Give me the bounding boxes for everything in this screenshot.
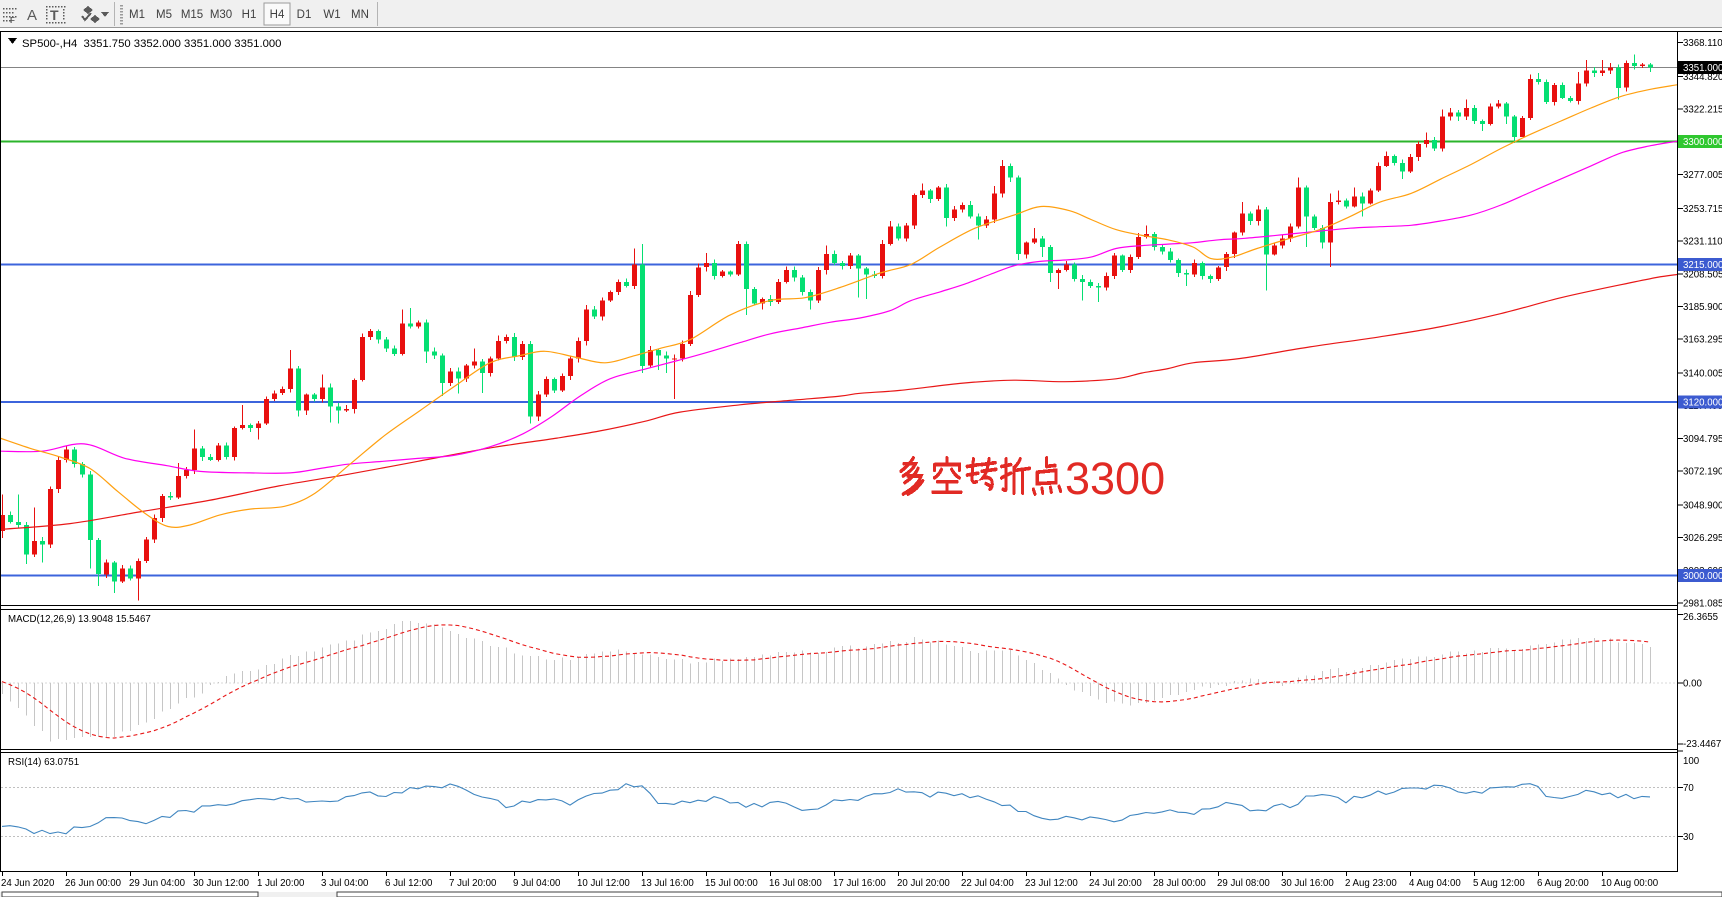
svg-text:3368.110: 3368.110	[1683, 38, 1722, 49]
svg-text:7 Jul 20:00: 7 Jul 20:00	[449, 878, 497, 889]
svg-text:-23.4467: -23.4467	[1683, 739, 1721, 750]
svg-text:RSI(14) 63.0751: RSI(14) 63.0751	[8, 757, 79, 768]
svg-text:3140.005: 3140.005	[1683, 369, 1722, 380]
svg-text:3322.215: 3322.215	[1683, 105, 1722, 116]
svg-text:29 Jun 04:00: 29 Jun 04:00	[129, 878, 186, 889]
svg-text:28 Jul 00:00: 28 Jul 00:00	[1153, 878, 1206, 889]
svg-text:3344.820: 3344.820	[1683, 72, 1722, 83]
svg-text:T: T	[50, 7, 59, 23]
svg-text:MACD(12,26,9) 13.9048 15.5467: MACD(12,26,9) 13.9048 15.5467	[8, 614, 151, 625]
svg-text:2 Aug 23:00: 2 Aug 23:00	[1345, 878, 1397, 889]
svg-text:3185.900: 3185.900	[1683, 302, 1722, 313]
svg-text:3215.000: 3215.000	[1683, 260, 1722, 271]
svg-text:24 Jul 20:00: 24 Jul 20:00	[1089, 878, 1142, 889]
svg-text:3277.005: 3277.005	[1683, 170, 1722, 181]
svg-text:3208.505: 3208.505	[1683, 269, 1722, 280]
svg-text:23 Jul 12:00: 23 Jul 12:00	[1025, 878, 1078, 889]
svg-text:D1: D1	[297, 9, 312, 21]
svg-text:26.3655: 26.3655	[1683, 612, 1718, 623]
svg-text:F: F	[10, 16, 15, 25]
svg-text:26 Jun 00:00: 26 Jun 00:00	[65, 878, 122, 889]
svg-text:3231.110: 3231.110	[1683, 237, 1722, 248]
svg-text:30: 30	[1683, 832, 1694, 843]
svg-text:SP500-,H4 3351.750 3352.000 3: SP500-,H4 3351.750 3352.000 3351.000 335…	[22, 38, 281, 50]
svg-text:3351.000: 3351.000	[1683, 63, 1722, 74]
svg-text:MN: MN	[351, 9, 369, 21]
svg-text:70: 70	[1683, 783, 1694, 794]
svg-text:1 Jul 20:00: 1 Jul 20:00	[257, 878, 305, 889]
svg-text:W1: W1	[323, 9, 340, 21]
svg-text:3026.295: 3026.295	[1683, 533, 1722, 544]
svg-text:30 Jul 16:00: 30 Jul 16:00	[1281, 878, 1334, 889]
svg-text:3094.795: 3094.795	[1683, 434, 1722, 445]
svg-text:3 Jul 04:00: 3 Jul 04:00	[321, 878, 369, 889]
svg-text:13 Jul 16:00: 13 Jul 16:00	[641, 878, 694, 889]
svg-text:15 Jul 00:00: 15 Jul 00:00	[705, 878, 758, 889]
svg-text:24 Jun 2020: 24 Jun 2020	[1, 878, 55, 889]
svg-text:3048.900: 3048.900	[1683, 500, 1722, 511]
svg-text:17 Jul 16:00: 17 Jul 16:00	[833, 878, 886, 889]
svg-text:16 Jul 08:00: 16 Jul 08:00	[769, 878, 822, 889]
svg-text:M5: M5	[156, 9, 172, 21]
svg-text:3300.000: 3300.000	[1683, 137, 1722, 148]
svg-text:M15: M15	[181, 9, 203, 21]
svg-text:100: 100	[1683, 756, 1700, 767]
svg-text:30 Jun 12:00: 30 Jun 12:00	[193, 878, 250, 889]
svg-text:M1: M1	[129, 9, 145, 21]
svg-text:9 Jul 04:00: 9 Jul 04:00	[513, 878, 561, 889]
svg-text:6 Aug 20:00: 6 Aug 20:00	[1537, 878, 1589, 889]
svg-text:3300: 3300	[1065, 453, 1165, 504]
svg-text:10 Jul 12:00: 10 Jul 12:00	[577, 878, 630, 889]
svg-text:2981.085: 2981.085	[1683, 599, 1722, 610]
svg-text:0.00: 0.00	[1683, 679, 1702, 690]
svg-text:3163.295: 3163.295	[1683, 335, 1722, 346]
svg-text:A: A	[27, 7, 37, 24]
svg-text:22 Jul 04:00: 22 Jul 04:00	[961, 878, 1014, 889]
svg-text:H4: H4	[270, 9, 285, 21]
svg-text:3120.000: 3120.000	[1683, 397, 1722, 408]
svg-text:H1: H1	[242, 9, 257, 21]
svg-text:20 Jul 20:00: 20 Jul 20:00	[897, 878, 950, 889]
svg-text:6 Jul 12:00: 6 Jul 12:00	[385, 878, 433, 889]
svg-text:M30: M30	[210, 9, 232, 21]
svg-text:3000.000: 3000.000	[1683, 571, 1722, 582]
svg-text:29 Jul 08:00: 29 Jul 08:00	[1217, 878, 1270, 889]
svg-text:5 Aug 12:00: 5 Aug 12:00	[1473, 878, 1525, 889]
svg-text:10 Aug 00:00: 10 Aug 00:00	[1601, 878, 1659, 889]
svg-text:3072.190: 3072.190	[1683, 467, 1722, 478]
svg-text:3253.715: 3253.715	[1683, 204, 1722, 215]
svg-text:4 Aug 04:00: 4 Aug 04:00	[1409, 878, 1461, 889]
